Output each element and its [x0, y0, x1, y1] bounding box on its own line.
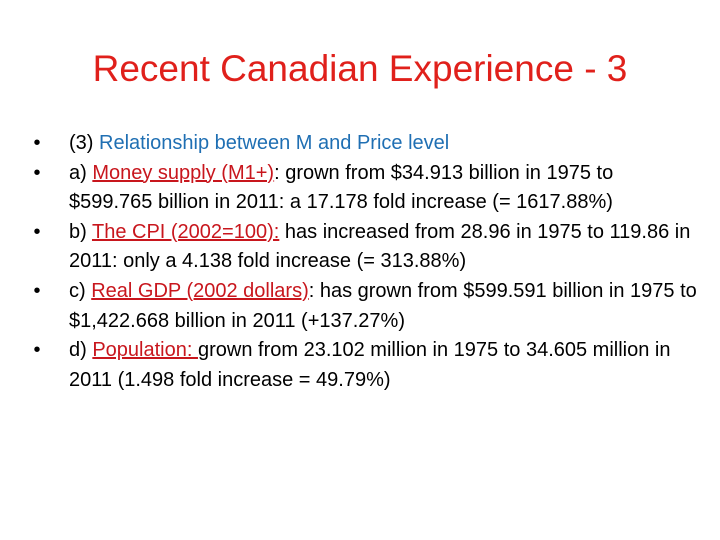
slide-title: Recent Canadian Experience - 3 [92, 48, 628, 89]
bullet-prefix: (3) [69, 132, 99, 154]
bullet-marker: • [33, 132, 41, 154]
bullet-highlight: Money supply (M1+) [92, 161, 275, 184]
bullet-prefix: b) [69, 220, 92, 243]
bullet-highlight: The CPI (2002=100): [91, 220, 280, 243]
bullet-item-population: • d) Population: grown from 23.102 milli… [30, 336, 702, 395]
bullet-text: : grown from $34.913 billion in 1975 to … [69, 161, 614, 214]
bullet-highlight: Relationship between M and Price level [99, 132, 450, 154]
bullet-item-relationship: • (3) Relationship between M and Price l… [30, 129, 702, 159]
bullet-marker: • [33, 220, 41, 243]
bullet-item-money-supply: • a) Money supply (M1+): grown from $34.… [30, 159, 702, 218]
bullet-prefix: a) [69, 161, 93, 184]
bullet-list: • (3) Relationship between M and Price l… [30, 129, 702, 395]
bullet-highlight: Population: [92, 339, 198, 362]
bullet-item-real-gdp: • c) Real GDP (2002 dollars): has grown … [30, 277, 702, 336]
bullet-text: grown from 23.102 million in 1975 to 34.… [69, 339, 671, 391]
bullet-prefix: c) [69, 279, 92, 302]
bullet-marker: • [33, 339, 41, 362]
bullet-text: : has grown from $599.591 billion in 197… [69, 279, 697, 332]
bullet-text: has increased from 28.96 in 1975 to 119.… [69, 220, 691, 273]
bullet-prefix: d) [69, 339, 93, 362]
bullet-highlight: Real GDP (2002 dollars) [91, 279, 309, 302]
bullet-item-cpi: • b) The CPI (2002=100): has increased f… [30, 218, 702, 277]
bullet-marker: • [33, 161, 41, 184]
bullet-marker: • [33, 279, 41, 302]
